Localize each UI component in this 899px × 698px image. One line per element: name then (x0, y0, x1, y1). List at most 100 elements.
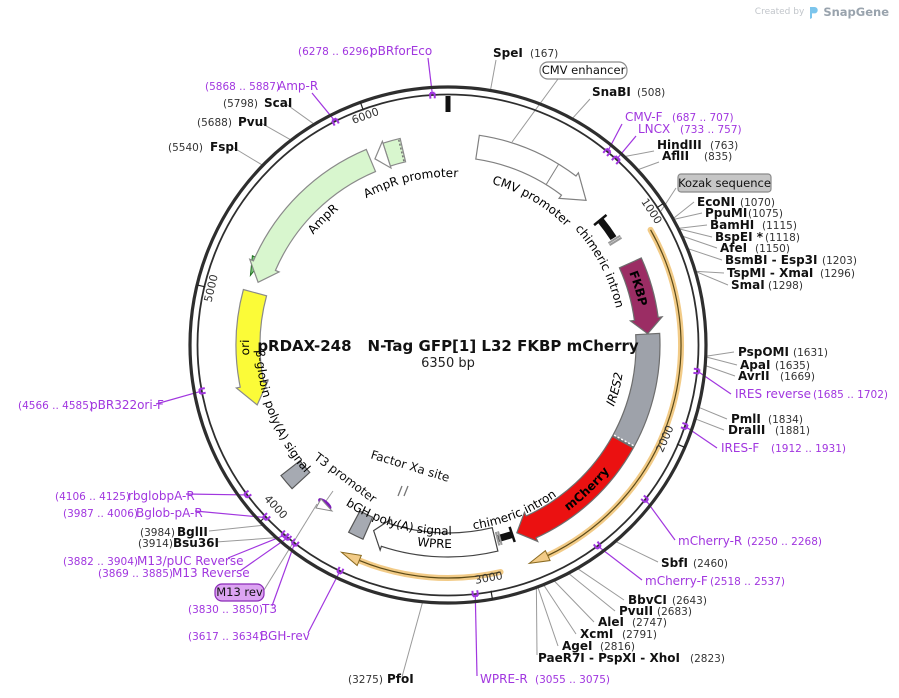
primer-mCherry-R-label[interactable]: (2250 .. 2268)mCherry-R (678, 534, 822, 548)
primer-rbglobpA-R-label[interactable]: (4106 .. 4125)rbglobpA-R (55, 489, 195, 503)
enzyme-FspI-leader (233, 147, 263, 166)
enzyme-PvuII-label[interactable]: PvuII (2683) (619, 604, 692, 618)
boxed-label-m13-rev-box[interactable] (214, 583, 265, 602)
enzyme-BamHI-label[interactable]: BamHI (1115) (710, 218, 797, 232)
feature-cmv-promoter[interactable] (475, 134, 587, 201)
feature-label-ori[interactable]: ori (238, 339, 252, 355)
primer-LNCX-mark[interactable] (614, 155, 621, 161)
primer-T3-label[interactable]: (3830 .. 3850)T3 (188, 602, 277, 616)
primer-WPRE-R-label[interactable]: (3055 .. 3075)WPRE-R (480, 672, 610, 686)
primer-BGH-rev-label[interactable]: (3617 .. 3634)BGH-rev (188, 629, 310, 643)
enzyme-ScaI-label[interactable]: ScaI(5798) (223, 96, 292, 110)
feature-label-chimeric-intron[interactable]: chimeric intron (573, 222, 627, 310)
feature-chimeric-intron[interactable] (597, 217, 617, 241)
enzyme-PvuII-leader (568, 573, 616, 612)
enzyme-TspMI-XmaI-label[interactable]: TspMI - XmaI (1296) (727, 266, 855, 280)
enzyme-SbfI-label[interactable]: SbfI (2460) (661, 556, 728, 570)
feature-label-ires2[interactable]: IRES2 (604, 371, 626, 408)
enzyme-BbvCI-leader (577, 568, 625, 601)
primer-IRES-reverse-mark-end (693, 367, 700, 371)
enzyme-AleI-leader (554, 580, 595, 623)
primer-LNCX-label[interactable]: (733 .. 757)LNCX (638, 122, 742, 136)
primer-IRES-reverse-label[interactable]: (1685 .. 1702)IRES reverse (735, 387, 888, 401)
feature-cmv-promoter-divider (545, 163, 560, 185)
enzyme-HindIII-leader (625, 150, 655, 157)
enzyme-EcoNI-leader (673, 201, 695, 219)
enzyme-BglII-label[interactable]: BglII(3984) (140, 525, 208, 539)
feature-ampr-promoter-arrowhead[interactable] (374, 139, 393, 170)
enzyme-SnaBI-leader (572, 98, 591, 119)
enzyme-ApaI-label[interactable]: ApaI (1635) (740, 358, 810, 372)
orf-core (359, 559, 501, 579)
primer-Amp-R-label[interactable]: (5868 .. 5887)Amp-R (205, 79, 318, 93)
enzyme-BspEI--leader (679, 228, 713, 238)
primer-M13-pUC-Reverse-leader (227, 534, 285, 559)
boxed-label-m13-rev[interactable]: M13 rev (216, 585, 263, 599)
enzyme-PvuI-label[interactable]: PvuI(5688) (197, 115, 268, 129)
enzyme-AfeI-label[interactable]: AfeI (1150) (720, 241, 790, 255)
enzyme-PmlI-label[interactable]: PmlI (1834) (731, 412, 803, 426)
enzyme-EcoNI-label[interactable]: EcoNI (1070) (697, 195, 775, 209)
boxed-label-cmv-enhancer[interactable]: CMV enhancer (542, 63, 626, 77)
feature--globin-poly-a-signal[interactable] (280, 459, 311, 490)
feature-chimeric-intron-hatch (609, 236, 623, 246)
feature-mcherry[interactable] (516, 435, 635, 543)
enzyme-AleI-label[interactable]: AleI (2747) (598, 615, 667, 629)
enzyme-PfoI-label[interactable]: PfoI(3275) (348, 672, 414, 686)
primer-BGH-rev-mark-end (340, 568, 345, 575)
feature-bgh-poly-a-signal[interactable] (347, 510, 374, 541)
enzyme-DraIII-label[interactable]: DraIII (1881) (728, 423, 810, 437)
feature-ampr[interactable] (248, 148, 377, 284)
enzyme-PspOMI-label[interactable]: PspOMI (1631) (738, 345, 828, 359)
enzyme-SpeI-label[interactable]: SpeI (167) (493, 46, 558, 60)
boxed-label-cmv-enhancer-box[interactable] (539, 61, 628, 80)
primer-mCherry-F-label[interactable]: (2518 .. 2537)mCherry-F (645, 574, 785, 588)
enzyme-AvrII-leader (705, 365, 736, 377)
enzyme-PaeR7I-PspXI-XhoI-leader (535, 588, 538, 656)
feature-chimeric-intron-hatch (494, 531, 501, 546)
enzyme-BbvCI-label[interactable]: BbvCI (2643) (628, 593, 707, 607)
primer-T3-mark-end (290, 538, 296, 544)
primer-rbglobpA-R-mark-end (246, 493, 252, 499)
primer-pBRforEco-label[interactable]: (6278 .. 6296)pBRforEco (298, 44, 432, 58)
tick-label-2000: 2000 (654, 423, 677, 454)
primer-M13-pUC-Reverse-label[interactable]: (3882 .. 3904)M13/pUC Reverse (63, 554, 244, 568)
feature-ires2[interactable] (611, 332, 661, 448)
enzyme-HindIII-label[interactable]: HindIII (763) (657, 138, 738, 152)
enzyme-AvrII-label[interactable]: AvrII (1669) (738, 369, 815, 383)
enzyme-PpuMI-label[interactable]: PpuMI(1075) (705, 206, 783, 220)
tick-label-6000: 6000 (350, 105, 381, 127)
primer-M13-Reverse-label[interactable]: (3869 .. 3885)M13 Reverse (98, 566, 250, 580)
primer-pBR322ori-F-label[interactable]: (4566 .. 4585)pBR322ori-F (18, 398, 164, 412)
enzyme-AflII-label[interactable]: AflII (835) (662, 149, 732, 163)
enzyme-BspEI--label[interactable]: BspEI * (1118) (715, 230, 800, 244)
primer-mCherry-F-mark[interactable] (596, 545, 602, 550)
features (234, 134, 664, 558)
plasmid-name: pRDAX-248 (257, 337, 352, 355)
enzyme-PvuI-leader (260, 122, 291, 141)
enzyme-XcmI-label[interactable]: XcmI (2791) (580, 627, 657, 641)
feature-ori[interactable] (234, 288, 269, 406)
enzyme-SnaBI-label[interactable]: SnaBI (508) (592, 85, 665, 99)
primer-IRES-F-mark[interactable] (685, 424, 689, 430)
boxed-label-kozak-sequence-box[interactable] (677, 173, 772, 193)
primer-IRES-F-label[interactable]: (1912 .. 1931)IRES-F (721, 441, 846, 455)
primer-BGH-rev-mark-end (336, 566, 341, 573)
enzyme-FspI-label[interactable]: FspI(5540) (168, 140, 238, 154)
feature-label-wpre[interactable]: WPRE (417, 535, 452, 551)
enzyme-Bsu36I-label[interactable]: Bsu36I(3914) (138, 536, 219, 550)
plasmid-title-block: pRDAX-248 N-Tag GFP[1] L32 FKBP mCherry 6… (257, 337, 638, 371)
enzyme-SmaI-leader (696, 271, 729, 286)
enzyme-BsmBI-Esp3I-label[interactable]: BsmBI - Esp3I (1203) (725, 253, 857, 267)
enzyme-SmaI-label[interactable]: SmaI (1298) (731, 278, 803, 292)
primer-Bglob-pA-R-label[interactable]: (3987 .. 4006)Bglob-pA-R (63, 506, 203, 520)
enzyme-AgeI-label[interactable]: AgeI (2816) (562, 639, 635, 653)
primer-Amp-R-leader (311, 92, 336, 122)
feature-wpre[interactable] (372, 518, 499, 558)
enzyme-PaeR7I-PspXI-XhoI-label[interactable]: PaeR7I - PspXI - XhoI (2823) (538, 651, 725, 665)
primer-M13-Reverse-leader (239, 537, 288, 572)
boxed-label-kozak-sequence[interactable]: Kozak sequence (678, 176, 771, 190)
ring-outer (188, 85, 708, 605)
primer-CMV-F-label[interactable]: (687 .. 707)CMV-F (625, 110, 734, 124)
